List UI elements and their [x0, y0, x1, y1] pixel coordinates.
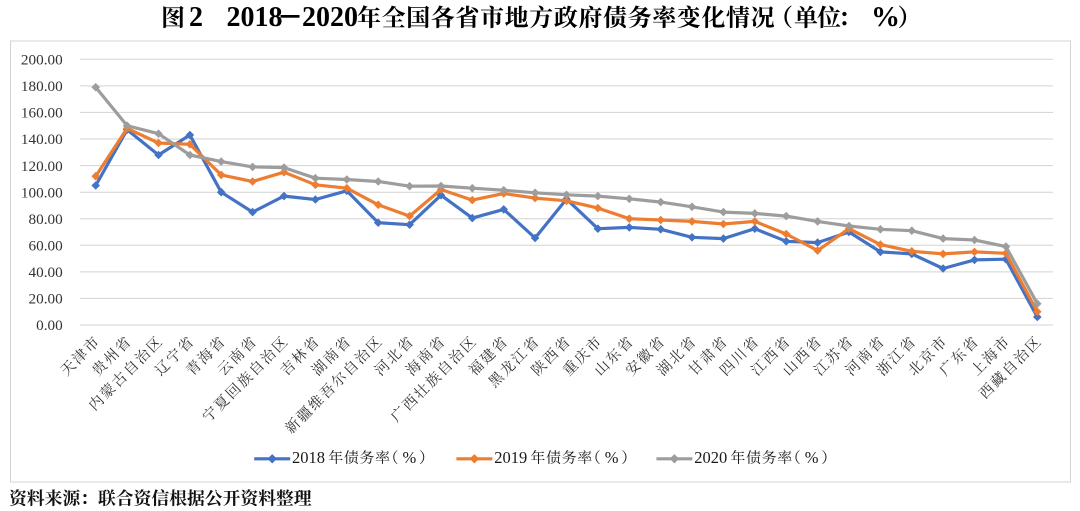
svg-text:2: 2 — [189, 2, 203, 33]
svg-text:2018: 2018 — [227, 2, 283, 33]
svg-text:%: % — [871, 1, 900, 33]
svg-text:180.00: 180.00 — [21, 78, 63, 95]
svg-text:2020: 2020 — [694, 448, 727, 467]
svg-text:60.00: 60.00 — [29, 238, 64, 255]
svg-text:%: % — [805, 448, 819, 467]
svg-text:%: % — [403, 448, 417, 467]
svg-text:100.00: 100.00 — [21, 184, 63, 201]
svg-text:120.00: 120.00 — [21, 158, 63, 175]
svg-text:140.00: 140.00 — [21, 131, 63, 148]
svg-text:2018: 2018 — [292, 448, 325, 467]
svg-text:2020: 2020 — [302, 2, 358, 33]
svg-text:20.00: 20.00 — [29, 291, 64, 308]
svg-text:2019: 2019 — [494, 448, 527, 467]
svg-text:80.00: 80.00 — [29, 211, 64, 228]
svg-text:0.00: 0.00 — [36, 317, 63, 334]
svg-text:160.00: 160.00 — [21, 105, 63, 122]
svg-text:40.00: 40.00 — [29, 264, 64, 281]
svg-text:%: % — [605, 448, 619, 467]
svg-text:200.00: 200.00 — [21, 52, 63, 69]
